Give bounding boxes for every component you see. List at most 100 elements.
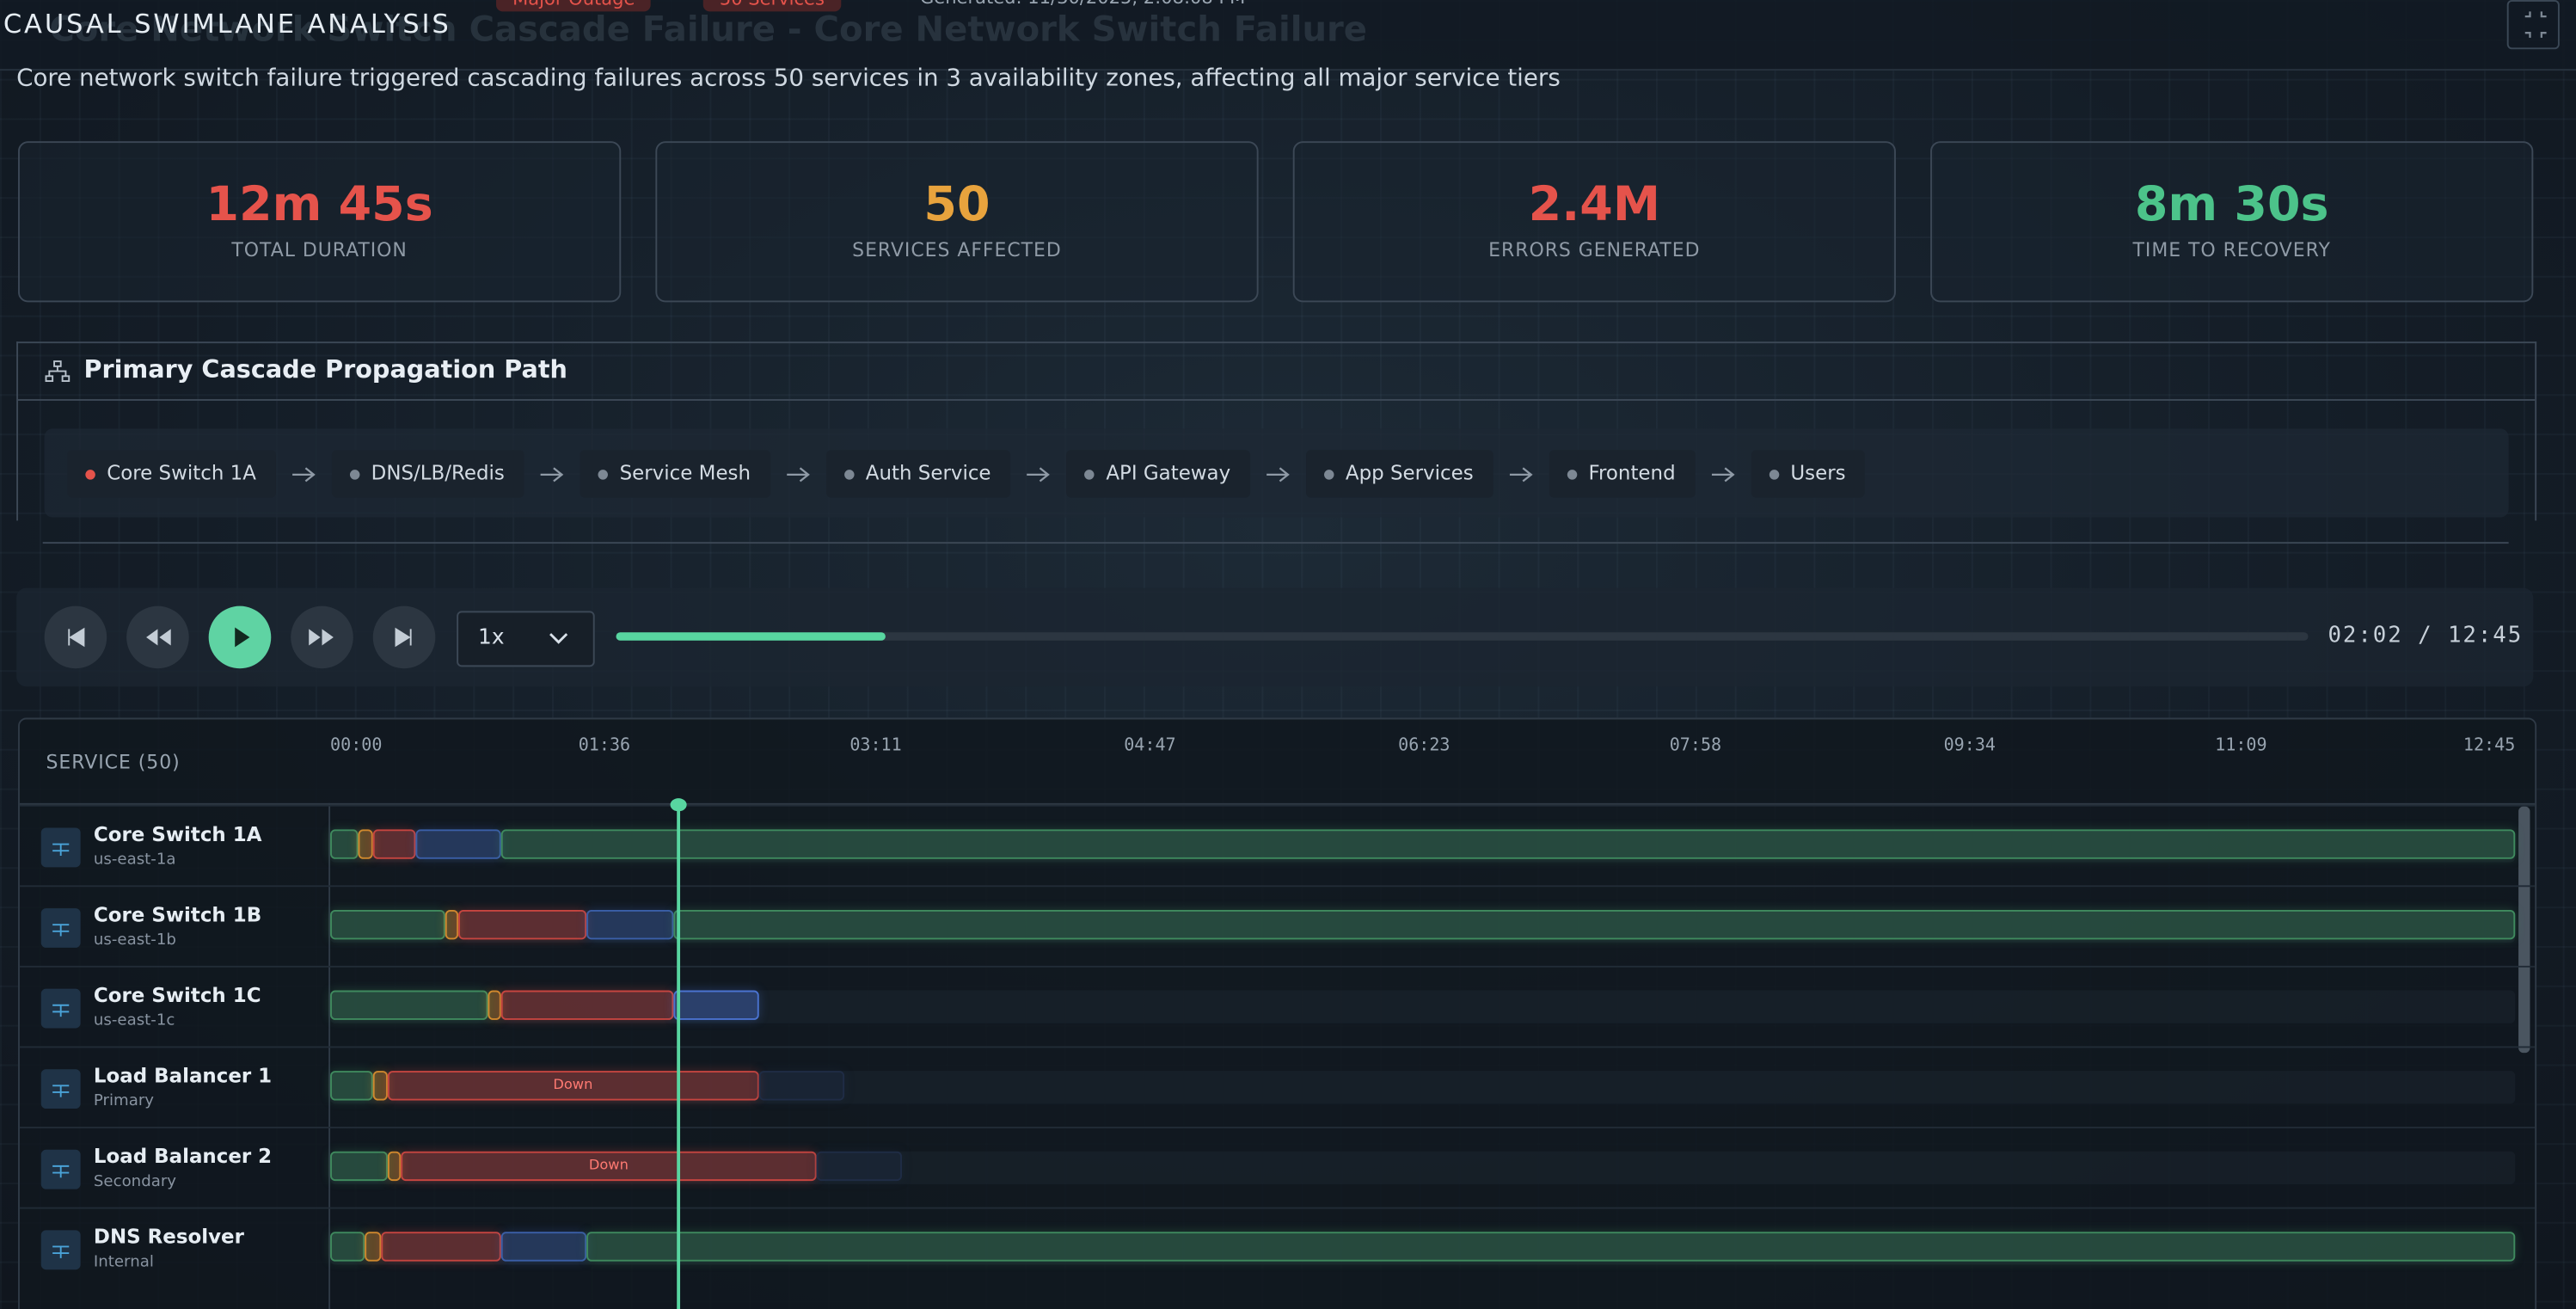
swimlane-row: Load Balancer 2 Secondary Down [20, 1127, 2535, 1208]
rewind-button[interactable] [126, 606, 189, 669]
state-segment [758, 1071, 844, 1100]
service-icon [41, 1069, 81, 1109]
path-node: DNS/LB/Redis [332, 450, 524, 497]
state-segment [816, 1152, 902, 1181]
state-segment [330, 829, 359, 858]
status-dot [350, 470, 359, 479]
state-segment: Down [402, 1152, 816, 1181]
node-label: Users [1790, 462, 1845, 485]
playhead [677, 805, 680, 1309]
stat-label: TOTAL DURATION [20, 238, 619, 261]
timeline: SERVICE (50) 00:0001:3603:1104:4706:2307… [18, 718, 2536, 1309]
lane-track [330, 1232, 2515, 1264]
state-segment [373, 1071, 388, 1100]
time-tick: 00:00 [330, 736, 382, 756]
speed-select[interactable]: 1x [457, 611, 594, 667]
service-name: Core Switch 1C [94, 984, 261, 1007]
node-label: App Services [1346, 462, 1474, 485]
service-zone: Internal [94, 1253, 154, 1271]
swimlane-row: Core Switch 1Cus-east-1c [20, 966, 2535, 1048]
node-label: Service Mesh [620, 462, 751, 485]
arrow [1696, 464, 1751, 487]
lane-track: Down [330, 1071, 2515, 1103]
time-tick: 03:11 [849, 736, 901, 756]
progress-fill [616, 632, 886, 641]
path-node: Service Mesh [580, 450, 770, 497]
status-dot [1324, 470, 1334, 479]
icon [373, 606, 436, 669]
arrow [1250, 464, 1306, 487]
state-segment [587, 910, 673, 939]
icon [45, 606, 107, 669]
progress-track[interactable] [616, 632, 2309, 641]
time-tick: 11:09 [2215, 736, 2266, 756]
path-node: Users [1751, 450, 1866, 497]
state-segment [330, 1232, 365, 1261]
state-segment [488, 991, 502, 1020]
icon [41, 1230, 81, 1269]
time-tick: 01:36 [579, 736, 630, 756]
state-segment [382, 1232, 502, 1261]
time-tick: 06:23 [1398, 736, 1450, 756]
propagation-path: Core Switch 1A DNS/LB/Redis Service Mesh Au… [45, 428, 2509, 517]
description: Core network switch failure triggered ca… [16, 65, 1561, 92]
service-zone: Secondary [94, 1173, 176, 1191]
icon [45, 360, 71, 383]
stat-card: 12m 45sTOTAL DURATION [18, 141, 621, 302]
icon [209, 606, 272, 669]
service-name: DNS Resolver [94, 1226, 244, 1249]
arrow [276, 464, 332, 487]
service-name: Load Balancer 2 [94, 1145, 272, 1168]
stat-label: SERVICES AFFECTED [657, 238, 1256, 261]
skip-start-button[interactable] [45, 606, 107, 669]
lane-track [330, 829, 2515, 862]
state-segment [501, 829, 2515, 858]
arrow [770, 464, 826, 487]
icon [41, 908, 81, 948]
state-segment [445, 910, 459, 939]
time-tick: 07:58 [1670, 736, 1721, 756]
header-bar: Core Network Switch Cascade Failure - Co… [0, 0, 2576, 71]
service-icon [41, 989, 81, 1029]
stat-value: 2.4M [1295, 175, 1894, 231]
stat-value: 50 [657, 175, 1256, 231]
time-display: 02:02 / 12:45 [2328, 623, 2523, 649]
icon [291, 606, 353, 669]
arrow [1493, 464, 1549, 487]
path-node: Auth Service [826, 450, 1011, 497]
service-name: Core Switch 1B [94, 903, 261, 926]
badge: Major Outage [496, 0, 652, 11]
state-segment [330, 991, 488, 1020]
icon [41, 1069, 81, 1109]
service-icon [41, 1230, 81, 1269]
collapse-button[interactable] [2507, 0, 2560, 49]
icon [41, 989, 81, 1029]
status-dot [1769, 470, 1779, 479]
arrow [1010, 464, 1066, 487]
state-segment [373, 829, 416, 858]
badge: 50 Services [703, 0, 841, 11]
swimlane-row: Load Balancer 1PrimaryDown [20, 1046, 2535, 1128]
icon [126, 606, 189, 669]
propagation-panel: Primary Cascade Propagation Path Core Sw… [16, 341, 2536, 520]
play-button[interactable] [209, 606, 272, 669]
skip-end-button[interactable] [373, 606, 436, 669]
timeline-header: SERVICE (50) [46, 751, 180, 774]
status-dot [1567, 470, 1577, 479]
state-segment [387, 1152, 402, 1181]
forward-button[interactable] [291, 606, 353, 669]
lane-track: Down [330, 1152, 2515, 1184]
icon [41, 827, 81, 867]
path-node: App Services [1306, 450, 1493, 497]
arrow [524, 464, 580, 487]
service-zone: us-east-1b [94, 931, 176, 949]
service-zone: Primary [94, 1092, 154, 1110]
state-segment [416, 829, 502, 858]
page-title: CAUSAL SWIMLANE ANALYSIS [3, 9, 451, 40]
divider [43, 542, 2509, 544]
state-segment [501, 1232, 587, 1261]
path-node: Frontend [1549, 450, 1696, 497]
state-segment [673, 910, 2516, 939]
swimlane-row: Core Switch 1Aus-east-1a [20, 805, 2535, 887]
node-label: Core Switch 1A [107, 462, 256, 485]
